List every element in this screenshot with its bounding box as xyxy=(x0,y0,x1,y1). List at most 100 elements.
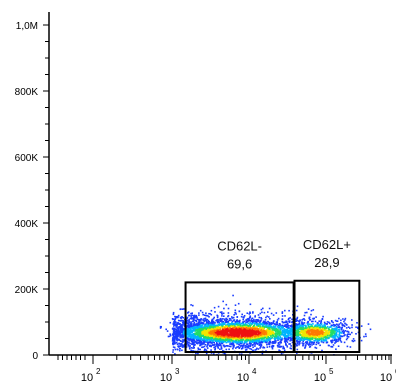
event-dot xyxy=(231,324,234,327)
event-dot xyxy=(245,321,247,324)
event-dot xyxy=(168,335,171,338)
event-dot xyxy=(240,348,243,350)
event-dot xyxy=(228,323,231,326)
event-dot xyxy=(279,331,282,333)
event-dot xyxy=(290,324,293,326)
event-dot xyxy=(172,349,174,351)
event-dot xyxy=(309,342,311,344)
event-dot xyxy=(321,333,324,335)
event-dot xyxy=(312,342,315,344)
event-dot xyxy=(351,339,354,342)
event-dot xyxy=(204,329,206,332)
event-dot xyxy=(181,319,183,322)
event-dot xyxy=(275,336,277,339)
event-dot xyxy=(351,319,353,321)
event-dot xyxy=(301,330,303,332)
event-dot xyxy=(198,325,200,327)
event-dot xyxy=(250,348,253,350)
event-dot xyxy=(296,332,298,335)
event-dot xyxy=(204,330,206,333)
event-dot xyxy=(320,323,323,325)
event-dot xyxy=(175,334,178,337)
event-dot xyxy=(337,339,340,341)
event-dot xyxy=(217,336,220,339)
event-dot xyxy=(330,324,333,327)
event-dot xyxy=(223,334,225,337)
event-dot xyxy=(190,324,193,327)
event-dot xyxy=(289,332,291,334)
event-dot xyxy=(200,328,202,330)
event-dot xyxy=(290,326,292,328)
event-dot xyxy=(324,322,326,325)
event-dot xyxy=(266,325,268,328)
event-dot xyxy=(179,349,181,352)
event-dot xyxy=(340,332,343,334)
event-dot xyxy=(323,326,325,329)
event-dot xyxy=(213,306,216,309)
event-dot xyxy=(272,342,274,344)
x-tick-labels: 102103104105106 xyxy=(81,367,396,384)
event-dot xyxy=(263,311,266,314)
event-dot xyxy=(221,342,223,344)
event-dot xyxy=(183,329,186,331)
event-dot xyxy=(313,326,316,328)
event-dot xyxy=(235,328,238,330)
event-dot xyxy=(307,335,310,338)
event-dot xyxy=(301,319,303,321)
event-dot xyxy=(237,336,239,338)
event-dot xyxy=(190,315,192,317)
event-dot xyxy=(268,321,271,324)
event-dot xyxy=(202,313,204,316)
event-dot xyxy=(349,333,351,336)
event-dot xyxy=(177,326,179,328)
event-dot xyxy=(226,330,229,332)
event-dot xyxy=(257,330,260,332)
event-dot xyxy=(263,334,265,337)
event-dot xyxy=(239,332,242,335)
event-dot xyxy=(192,334,194,337)
event-dot xyxy=(254,345,256,347)
event-dot xyxy=(193,338,196,340)
event-dot xyxy=(277,346,279,348)
event-dot xyxy=(220,334,222,336)
event-dot xyxy=(203,337,205,339)
event-dot xyxy=(285,344,287,346)
event-dot xyxy=(232,327,234,329)
event-dot xyxy=(278,332,280,334)
event-dot xyxy=(310,329,312,331)
event-dot xyxy=(172,313,175,316)
event-dot xyxy=(337,324,339,326)
event-dot xyxy=(253,318,255,321)
event-dot xyxy=(333,339,335,342)
event-dot xyxy=(230,325,233,327)
event-dot xyxy=(205,349,208,352)
event-dot xyxy=(207,328,209,331)
event-dot xyxy=(173,338,176,340)
event-dot xyxy=(276,323,278,326)
event-dot xyxy=(288,334,290,337)
event-dot xyxy=(277,317,280,320)
event-dot xyxy=(283,338,286,340)
event-dot xyxy=(254,327,257,330)
event-dot xyxy=(215,335,217,337)
event-dot xyxy=(310,323,313,326)
event-dot xyxy=(167,335,170,338)
event-dot xyxy=(287,318,290,321)
event-dot xyxy=(264,331,267,333)
event-dot xyxy=(265,329,267,332)
event-dot xyxy=(268,339,270,341)
event-dot xyxy=(189,323,191,326)
event-dot xyxy=(179,324,182,327)
event-dot xyxy=(185,346,188,348)
event-dot xyxy=(332,331,335,334)
event-dot xyxy=(197,324,200,326)
event-dot xyxy=(330,329,333,332)
event-dot xyxy=(229,337,232,340)
event-dot xyxy=(331,346,334,348)
event-dot xyxy=(315,336,318,339)
event-dot xyxy=(223,307,225,310)
event-dot xyxy=(337,329,340,331)
event-dot xyxy=(342,318,344,320)
event-dot xyxy=(302,324,305,326)
event-dot xyxy=(286,331,289,334)
